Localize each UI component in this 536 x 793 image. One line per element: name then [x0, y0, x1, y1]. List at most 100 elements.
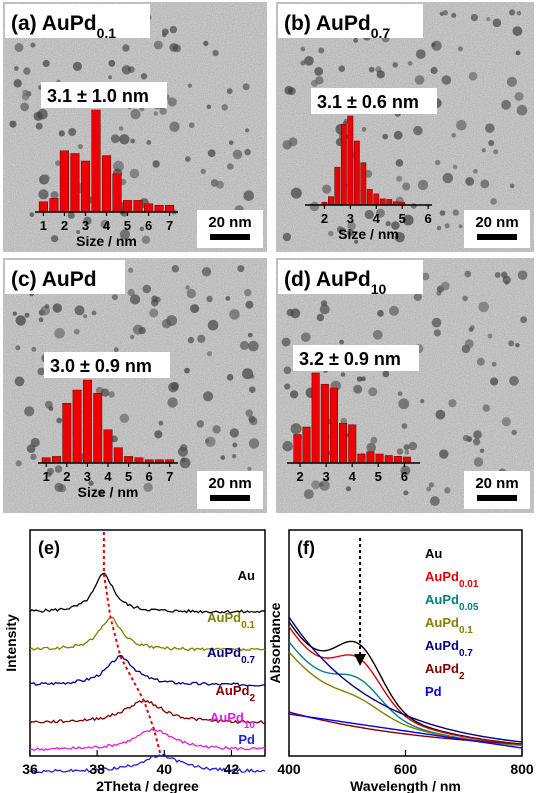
uv-plot-frame: [288, 529, 523, 757]
histogram-tick-label: 2: [321, 211, 328, 226]
histogram-bar: [122, 200, 133, 213]
histogram-tick-label: 5: [399, 211, 406, 226]
histogram-bar: [52, 456, 61, 464]
histogram-bar: [348, 424, 357, 464]
histogram-bar: [302, 426, 311, 464]
histogram-tick-label: 7: [166, 469, 173, 484]
uv-legend-entry: Pd: [425, 684, 442, 699]
uv-xlabel: Wavelength / nm: [350, 778, 461, 793]
histogram-tick-label: 3: [82, 218, 89, 233]
scale-bar-label: 20 nm: [208, 214, 251, 231]
histogram-bar: [70, 153, 80, 213]
size-histogram: 1 2 3 4 5 6 7 Size / nm: [38, 379, 178, 500]
xrd-series-line: [29, 699, 266, 725]
histogram-bar: [154, 204, 164, 213]
histogram-bar: [366, 189, 373, 206]
xrd-series-line: [29, 616, 266, 652]
histogram-tick-label: 2: [296, 469, 303, 484]
xrd-xlabel: 2Theta / degree: [96, 778, 199, 793]
histogram-xlabel: Size / nm: [78, 484, 139, 500]
histogram-bar: [366, 451, 375, 464]
tem-panel-c: (c) AuPd 3.0 ± 0.9 nm 1 2 3 4 5 6 7 Size / nm 20 n…: [3, 258, 267, 513]
histogram-bar: [112, 173, 122, 213]
histogram-tick-label: 3: [323, 469, 330, 484]
histogram-bar: [80, 160, 91, 213]
size-stat-box: [293, 345, 419, 371]
histogram-tick-label: 4: [373, 211, 381, 226]
xrd-tick-label: 40: [156, 761, 172, 777]
scale-bar-box: [197, 210, 263, 248]
histogram-tick-label: 4: [349, 469, 357, 484]
xrd-series-line: [29, 728, 266, 752]
histogram-bar: [93, 393, 103, 464]
histogram-bar: [133, 200, 143, 213]
uv-panel-letter: (f): [297, 538, 315, 558]
xrd-series-label: AuPd0.7: [207, 645, 255, 666]
histogram-tick-label: 6: [145, 218, 152, 233]
histogram-tick-label: 5: [124, 218, 131, 233]
scale-bar: [477, 495, 517, 501]
peak-shift-line: [102, 531, 162, 757]
uv-legend-entry: AuPd2: [425, 661, 465, 682]
uv-series-line: [288, 626, 523, 746]
xrd-series-label: AuPd10: [210, 710, 256, 731]
size-histogram: 2 3 4 5 6: [287, 372, 420, 484]
histogram-bar: [124, 456, 134, 464]
uv-tick-label: 400: [277, 761, 301, 777]
panel-title: (a) AuPd0.1: [11, 12, 116, 41]
histogram-tick-label: 1: [43, 469, 50, 484]
scale-bar-label: 20 nm: [475, 214, 518, 231]
histogram-bar: [143, 203, 154, 213]
histogram-bar: [41, 457, 51, 464]
histogram-bar: [320, 384, 329, 464]
histogram-bar: [386, 199, 393, 206]
histogram-tick-label: 2: [63, 469, 70, 484]
histogram-tick-label: 5: [375, 469, 382, 484]
histogram-bar: [328, 196, 334, 206]
scale-bar: [210, 234, 250, 240]
histogram-bar: [339, 423, 348, 464]
uv-legend-entry: AuPd0.05: [425, 592, 479, 613]
uv-tick-label: 600: [394, 761, 418, 777]
histogram-bar: [340, 124, 347, 206]
histogram-bar: [59, 150, 69, 213]
panel-title-box: [5, 4, 150, 38]
histogram-bar: [91, 109, 101, 213]
histogram-bar: [360, 162, 367, 206]
scale-bar-box: [464, 210, 530, 248]
scale-bar-label: 20 nm: [475, 475, 518, 492]
xrd-series-label: Au: [238, 568, 255, 583]
histogram-bar: [379, 198, 386, 206]
uv-series-line: [288, 713, 523, 749]
histogram-bar: [38, 201, 48, 213]
histogram-tick-label: 3: [84, 469, 91, 484]
histogram-bar: [134, 457, 144, 464]
xrd-series-label: Pd: [238, 732, 255, 747]
histogram-bar: [72, 389, 82, 464]
histogram-bar: [113, 447, 123, 464]
histogram-bar: [375, 453, 384, 464]
size-stat-box: [44, 352, 170, 378]
panel-title: (b) AuPd0.7: [284, 12, 390, 41]
scale-bar: [477, 234, 517, 240]
histogram-bar: [165, 204, 175, 213]
xrd-tick-label: 38: [89, 761, 105, 777]
xrd-series-line: [29, 655, 266, 687]
histogram-tick-label: 7: [166, 218, 173, 233]
xrd-tick-label: 36: [22, 761, 38, 777]
uv-legend-entry: Au: [425, 546, 442, 561]
histogram-tick-label: 6: [424, 211, 431, 226]
panel-title-box: [278, 260, 423, 294]
scale-bar-box: [197, 471, 263, 509]
histogram-bar: [402, 456, 411, 464]
scale-bar-label: 20 nm: [208, 475, 251, 492]
size-stat: 3.1 ± 0.6 nm: [317, 92, 419, 112]
uv-legend-entry: AuPd0.7: [425, 638, 473, 659]
size-stat-box: [311, 88, 437, 114]
histogram-tick-label: 2: [61, 218, 68, 233]
xrd-tick-label: 42: [224, 761, 240, 777]
histogram-bar: [334, 166, 341, 206]
histogram-bar: [62, 402, 72, 464]
